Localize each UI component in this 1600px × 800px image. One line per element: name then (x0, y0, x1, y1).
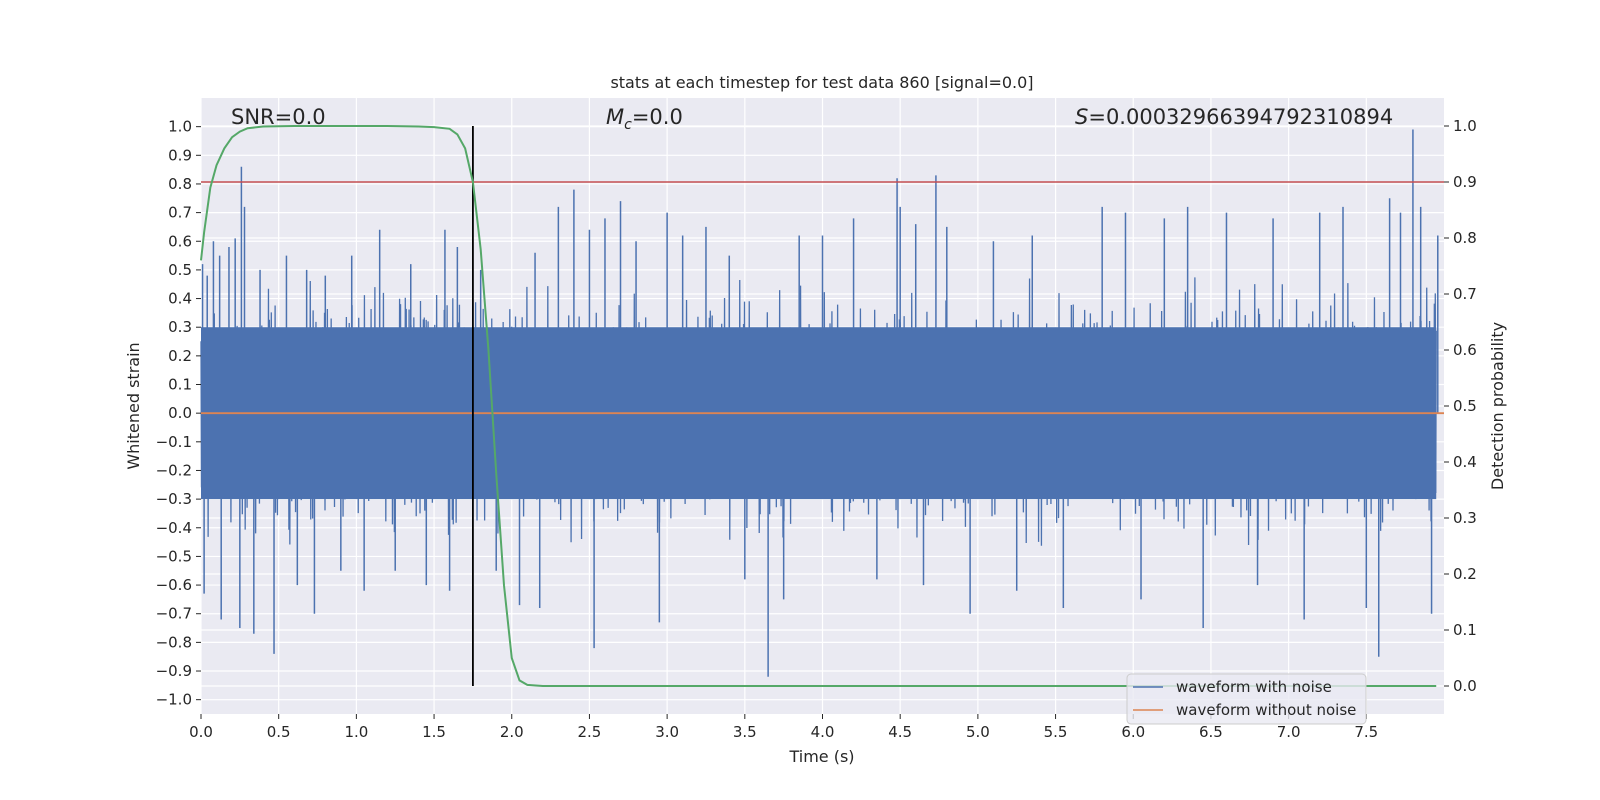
legend: waveform with noise waveform without noi… (1126, 673, 1367, 725)
y-tick-label: 0.3 (168, 318, 192, 336)
y-tick-label: −0.5 (156, 547, 192, 565)
y-right-tick-label: 0.2 (1453, 565, 1477, 583)
y-right-tick-label: 0.9 (1453, 173, 1477, 191)
y-right-tick-label: 0.0 (1453, 677, 1477, 695)
chirp-mass-symbol: M (606, 105, 624, 129)
y-right-tick-label: 0.7 (1453, 285, 1477, 303)
x-tick-label: 0.5 (267, 723, 291, 741)
y-tick-label: 0.4 (168, 290, 192, 308)
x-tick-label: 3.5 (733, 723, 757, 741)
y-tick-label: 0.1 (168, 376, 192, 394)
y-right-tick-label: 0.8 (1453, 229, 1477, 247)
y-tick-label: 1.0 (168, 118, 192, 136)
y-tick-label: −0.4 (156, 519, 192, 537)
x-tick-label: 4.5 (888, 723, 912, 741)
y-tick-label: 0.9 (168, 146, 192, 164)
y-tick-label: −0.7 (156, 605, 192, 623)
y-tick-label: −0.8 (156, 633, 192, 651)
y-right-tick-label: 0.4 (1453, 453, 1477, 471)
x-tick-label: 2.0 (500, 723, 524, 741)
y-tick-label: 0.6 (168, 232, 192, 250)
legend-label-clean: waveform without noise (1176, 701, 1356, 719)
x-tick-label: 7.0 (1277, 723, 1301, 741)
y-tick-label: 0.5 (168, 261, 192, 279)
x-tick-label: 7.5 (1354, 723, 1378, 741)
y-tick-label: −0.3 (156, 490, 192, 508)
legend-label-noise: waveform with noise (1176, 678, 1332, 696)
x-tick-label: 1.5 (422, 723, 446, 741)
snr-annotation: SNR=0.0 (231, 105, 326, 129)
y-right-tick-label: 0.3 (1453, 509, 1477, 527)
y-tick-label: −0.2 (156, 461, 192, 479)
x-tick-label: 2.5 (578, 723, 602, 741)
chirp-mass-annotation: Mc=0.0 (606, 105, 683, 133)
x-tick-label: 0.0 (189, 723, 213, 741)
x-tick-label: 6.5 (1199, 723, 1223, 741)
detection-probability-line (200, 125, 1437, 687)
y-tick-label: 0.7 (168, 204, 192, 222)
y-right-tick-label: 0.1 (1453, 621, 1477, 639)
x-tick-label: 3.0 (655, 723, 679, 741)
x-axis-label: Time (s) (788, 747, 854, 766)
statistic-symbol: S (1075, 105, 1088, 129)
legend-box (1126, 673, 1367, 725)
y-right-axis-label: Detection probability (1488, 322, 1507, 490)
chart-title: stats at each timestep for test data 860… (610, 73, 1033, 92)
y-tick-label: −0.6 (156, 576, 192, 594)
x-tick-label: 4.0 (811, 723, 835, 741)
x-tick-label: 1.0 (344, 723, 368, 741)
statistic-annotation: S=0.00032966394792310894 (1075, 105, 1393, 129)
y-right-tick-label: 0.5 (1453, 397, 1477, 415)
y-right-tick-label: 1.0 (1453, 117, 1477, 135)
series-lines (200, 125, 1444, 687)
y-tick-label: −0.1 (156, 433, 192, 451)
y-axis-label: Whitened strain (124, 342, 143, 469)
y-right-tick-label: 0.6 (1453, 341, 1477, 359)
chirp-mass-value: =0.0 (632, 105, 683, 129)
statistic-value: =0.00032966394792310894 (1088, 105, 1393, 129)
plot-area (200, 125, 1444, 687)
y-tick-label: −0.9 (156, 662, 192, 680)
x-tick-label: 6.0 (1121, 723, 1145, 741)
y-tick-label: −1.0 (156, 691, 192, 709)
x-tick-label: 5.0 (966, 723, 990, 741)
y-tick-label: 0.2 (168, 347, 192, 365)
chirp-mass-subscript: c (624, 117, 632, 133)
y-tick-label: 0.0 (168, 404, 192, 422)
y-tick-label: 0.8 (168, 175, 192, 193)
x-tick-label: 5.5 (1044, 723, 1068, 741)
